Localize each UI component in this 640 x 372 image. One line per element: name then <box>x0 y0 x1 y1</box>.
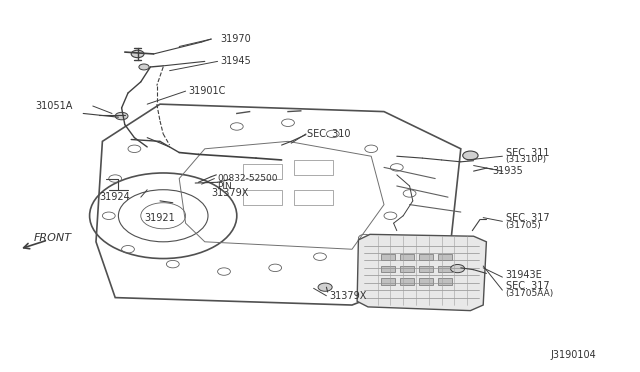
Text: 31970: 31970 <box>221 34 252 44</box>
Bar <box>400 278 414 285</box>
Text: 31379X: 31379X <box>330 291 367 301</box>
Text: J3190104: J3190104 <box>550 350 596 360</box>
Text: 31901C: 31901C <box>189 86 226 96</box>
Bar <box>438 278 452 285</box>
Bar <box>419 278 433 285</box>
Bar <box>400 254 414 260</box>
Text: 31943E: 31943E <box>506 270 542 280</box>
Text: 00832-52500: 00832-52500 <box>218 174 278 183</box>
Text: 31945: 31945 <box>221 57 252 66</box>
Text: 31921: 31921 <box>144 213 175 222</box>
Text: (31310P): (31310P) <box>506 155 547 164</box>
Text: 31924: 31924 <box>99 192 130 202</box>
Circle shape <box>318 283 332 291</box>
Text: 31051A: 31051A <box>35 101 72 111</box>
Text: SEC. 311: SEC. 311 <box>506 148 549 157</box>
Circle shape <box>131 50 144 58</box>
Text: SEC. 317: SEC. 317 <box>506 213 549 222</box>
Text: PIN: PIN <box>218 182 232 190</box>
Text: FRONT: FRONT <box>33 233 71 243</box>
Bar <box>438 266 452 272</box>
Circle shape <box>139 64 149 70</box>
Bar <box>381 278 395 285</box>
Polygon shape <box>357 234 486 311</box>
Bar <box>294 190 333 205</box>
Bar <box>419 266 433 272</box>
Bar <box>243 164 282 179</box>
Text: SEC. 310: SEC. 310 <box>307 129 351 139</box>
Bar <box>419 254 433 260</box>
Text: (31705): (31705) <box>506 221 541 230</box>
Text: (31705AA): (31705AA) <box>506 289 554 298</box>
Circle shape <box>463 151 478 160</box>
Bar <box>438 254 452 260</box>
Text: SEC. 317: SEC. 317 <box>506 282 549 291</box>
Text: 31379X: 31379X <box>211 189 248 198</box>
Bar <box>294 160 333 175</box>
Bar <box>400 266 414 272</box>
Bar <box>381 266 395 272</box>
Text: 31935: 31935 <box>493 166 524 176</box>
Circle shape <box>451 264 465 273</box>
Bar <box>381 254 395 260</box>
Circle shape <box>115 112 128 120</box>
Bar <box>243 190 282 205</box>
